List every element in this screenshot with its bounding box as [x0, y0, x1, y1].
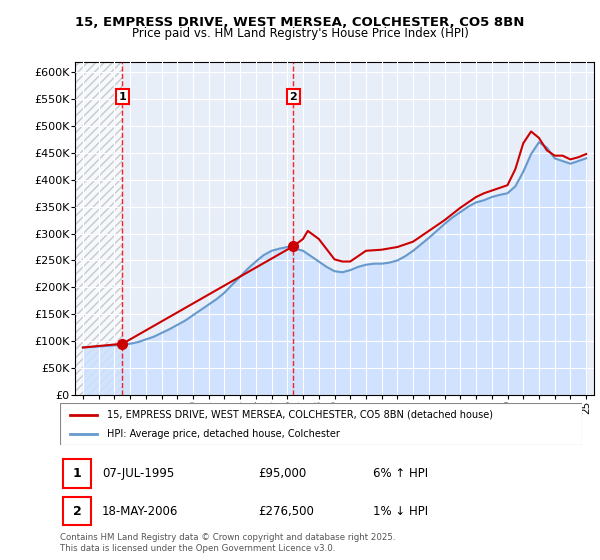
FancyBboxPatch shape: [62, 459, 91, 488]
Text: 1: 1: [73, 466, 82, 480]
Text: 15, EMPRESS DRIVE, WEST MERSEA, COLCHESTER, CO5 8BN (detached house): 15, EMPRESS DRIVE, WEST MERSEA, COLCHEST…: [107, 409, 493, 419]
FancyBboxPatch shape: [60, 403, 582, 445]
Text: 1% ↓ HPI: 1% ↓ HPI: [373, 505, 428, 517]
Text: 18-MAY-2006: 18-MAY-2006: [102, 505, 178, 517]
Text: 1: 1: [119, 92, 127, 101]
Text: 2: 2: [289, 92, 297, 101]
Text: 2: 2: [73, 505, 82, 517]
Text: £276,500: £276,500: [259, 505, 314, 517]
Text: HPI: Average price, detached house, Colchester: HPI: Average price, detached house, Colc…: [107, 429, 340, 439]
Text: 6% ↑ HPI: 6% ↑ HPI: [373, 466, 428, 480]
Text: Contains HM Land Registry data © Crown copyright and database right 2025.
This d: Contains HM Land Registry data © Crown c…: [60, 533, 395, 553]
FancyBboxPatch shape: [62, 497, 91, 525]
Text: Price paid vs. HM Land Registry's House Price Index (HPI): Price paid vs. HM Land Registry's House …: [131, 27, 469, 40]
Text: 15, EMPRESS DRIVE, WEST MERSEA, COLCHESTER, CO5 8BN: 15, EMPRESS DRIVE, WEST MERSEA, COLCHEST…: [76, 16, 524, 29]
Text: £95,000: £95,000: [259, 466, 307, 480]
Text: 07-JUL-1995: 07-JUL-1995: [102, 466, 174, 480]
